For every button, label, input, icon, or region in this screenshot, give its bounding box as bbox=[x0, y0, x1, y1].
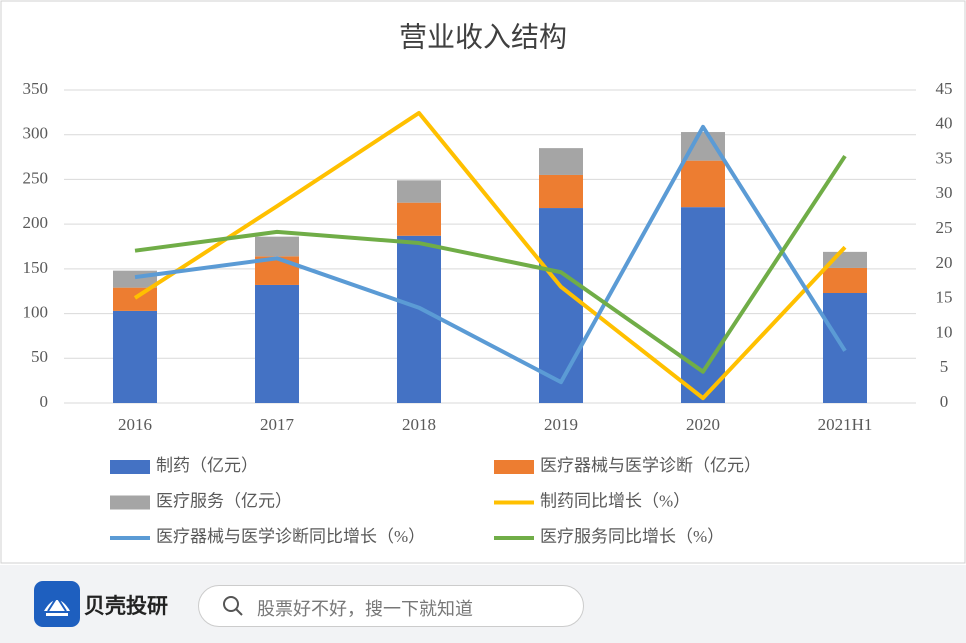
brand-logo[interactable] bbox=[34, 581, 80, 627]
line-series bbox=[134, 154, 847, 374]
legend-label: 医疗服务同比增长（%） bbox=[540, 527, 724, 546]
bar-segment bbox=[539, 148, 583, 175]
legend-swatch bbox=[110, 460, 150, 474]
bar-segment bbox=[681, 160, 725, 208]
chart-title: 营业收入结构 bbox=[399, 21, 567, 53]
search-box[interactable]: 股票好不好，搜一下就知道 bbox=[198, 585, 584, 627]
x-tick-label: 2021H1 bbox=[818, 415, 873, 434]
line-series bbox=[133, 110, 847, 401]
bar-segment bbox=[397, 180, 441, 203]
bar-segment bbox=[255, 284, 299, 403]
y-tick-label: 0 bbox=[40, 392, 49, 411]
legend-swatch bbox=[110, 495, 150, 510]
bar-segment bbox=[823, 267, 867, 294]
y2-tick-label: 40 bbox=[936, 114, 953, 133]
footer-bar: 贝壳投研 股票好不好，搜一下就知道 bbox=[0, 565, 966, 643]
legend-label: 医疗器械与医学诊断同比增长（%） bbox=[156, 527, 425, 546]
chart: 营业收入结构 0 50 100 150 200 250 300 350 0 5 10 15 20 25 30… bbox=[0, 0, 966, 564]
y2-tick-label: 35 bbox=[936, 148, 953, 167]
bar-segment bbox=[113, 310, 157, 403]
bar-segment bbox=[113, 287, 157, 311]
x-tick-label: 2018 bbox=[402, 415, 436, 434]
legend-swatch bbox=[494, 460, 534, 474]
y-tick-label: 100 bbox=[23, 302, 49, 321]
line-series bbox=[134, 124, 847, 385]
y-tick-label: 350 bbox=[23, 79, 49, 98]
bar-segment bbox=[397, 202, 441, 236]
legend-label: 制药同比增长（%） bbox=[540, 491, 690, 510]
bar-segment bbox=[397, 235, 441, 403]
x-tick-label: 2019 bbox=[544, 415, 578, 434]
y2-tick-label: 20 bbox=[936, 253, 953, 272]
y2-tick-label: 0 bbox=[940, 392, 949, 411]
search-placeholder: 股票好不好，搜一下就知道 bbox=[257, 599, 473, 620]
y2-tick-label: 45 bbox=[936, 79, 953, 98]
bar-segment bbox=[823, 251, 867, 268]
y-tick-label: 50 bbox=[31, 347, 48, 366]
legend-label: 医疗器械与医学诊断（亿元） bbox=[540, 456, 761, 475]
y2-tick-label: 10 bbox=[936, 322, 953, 341]
search-icon bbox=[223, 596, 243, 616]
x-tick-label: 2016 bbox=[118, 415, 152, 434]
y2-tick-label: 25 bbox=[936, 218, 953, 237]
brand-name: 贝壳投研 bbox=[84, 594, 168, 618]
bar-segment bbox=[539, 208, 583, 403]
y-tick-label: 250 bbox=[23, 168, 49, 187]
y-tick-label: 200 bbox=[23, 213, 49, 232]
y-tick-label: 300 bbox=[23, 124, 49, 143]
legend-label: 制药（亿元） bbox=[156, 456, 258, 475]
y2-tick-label: 15 bbox=[936, 288, 953, 307]
x-tick-label: 2017 bbox=[260, 415, 295, 434]
legend-label: 医疗服务（亿元） bbox=[156, 491, 292, 510]
y2-tick-label: 5 bbox=[940, 357, 949, 376]
y2-tick-label: 30 bbox=[936, 183, 953, 202]
y-tick-label: 150 bbox=[23, 258, 49, 277]
bar-segment bbox=[255, 236, 299, 257]
bar-segment bbox=[539, 174, 583, 209]
x-tick-label: 2020 bbox=[686, 415, 720, 434]
